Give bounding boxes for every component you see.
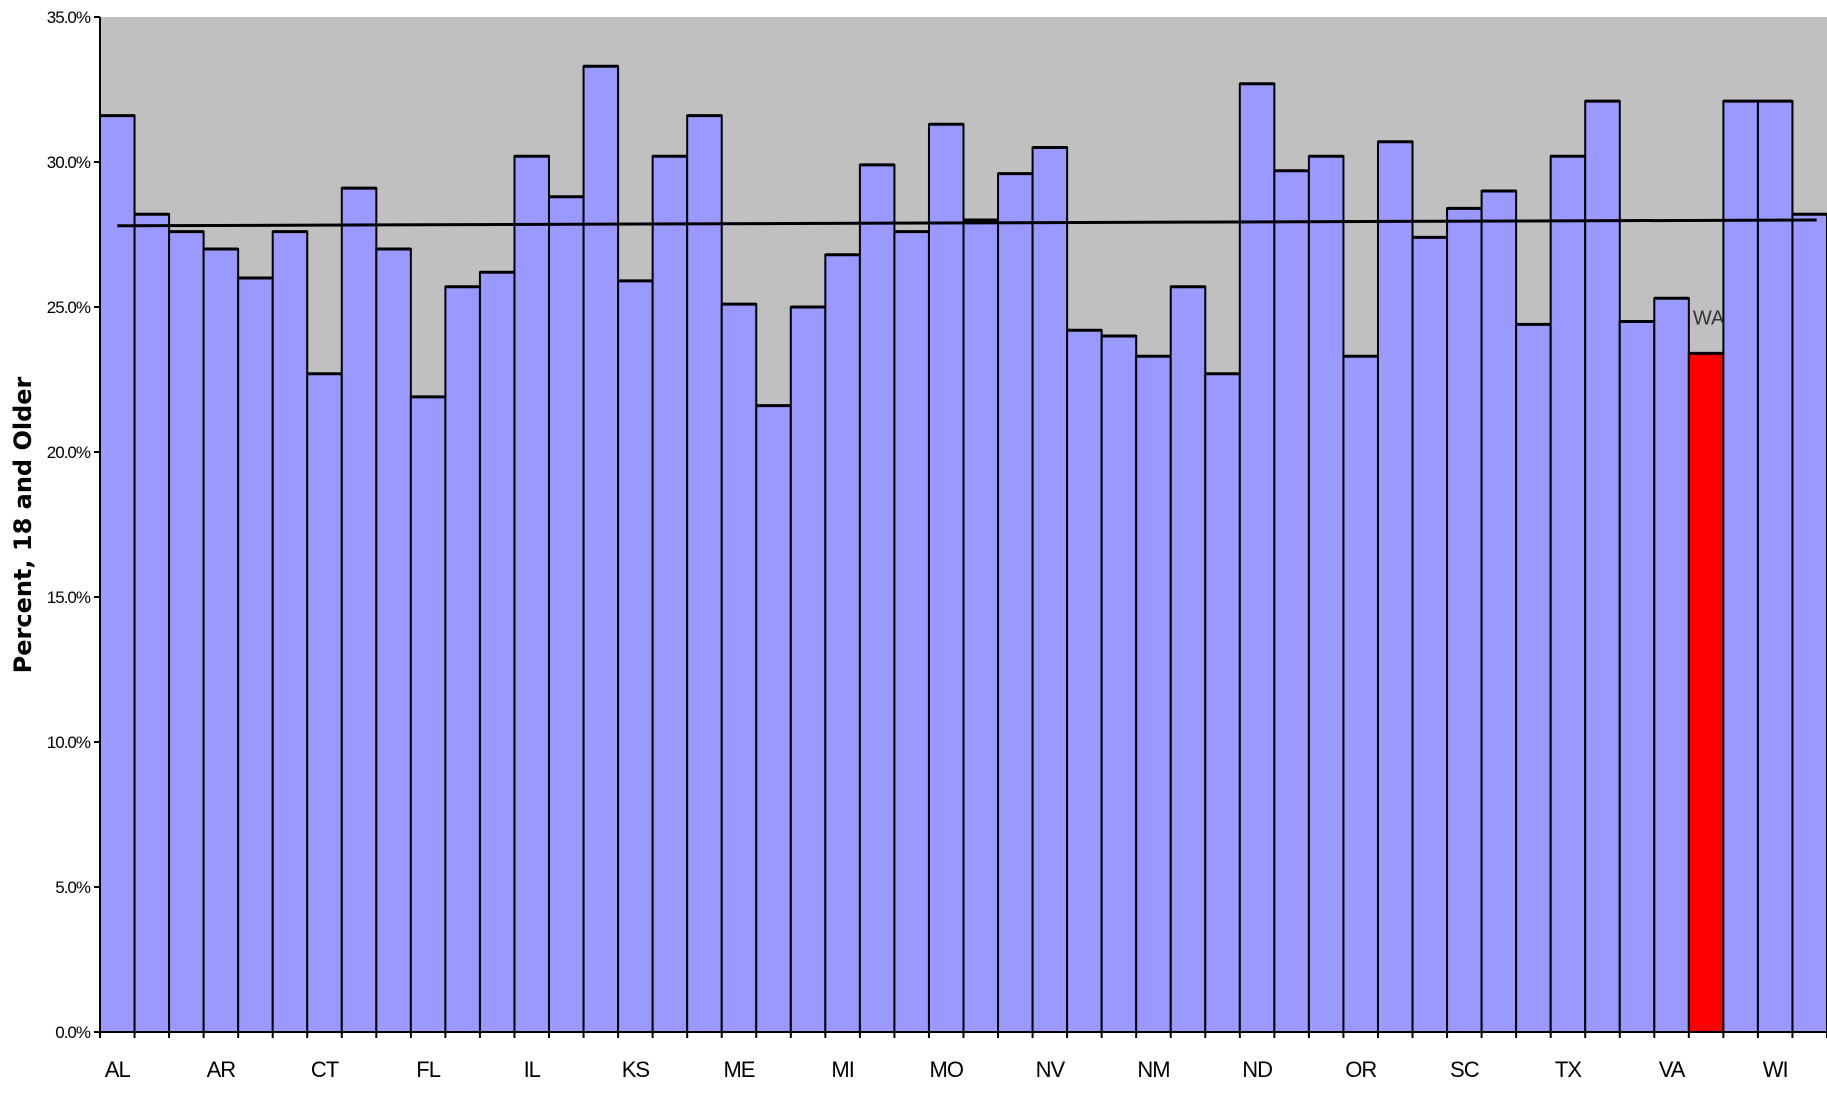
y-tick-label: 5.0%: [55, 878, 91, 897]
x-tick-label: NV: [1036, 1057, 1066, 1082]
x-tick-label: ME: [723, 1057, 754, 1082]
bar: [720, 303, 758, 1034]
x-tick-label: ND: [1242, 1057, 1272, 1082]
bar: [1446, 207, 1483, 1033]
x-tick-label: MI: [831, 1057, 853, 1082]
x-ticks: AL AR CT FL IL KS ME MI MO NV NM ND OR SC TX VA WI: [99, 1032, 1827, 1082]
y-tick-label: 30.0%: [47, 153, 91, 172]
y-tick-label: 35.0%: [47, 8, 91, 27]
bar: [237, 277, 274, 1033]
x-tick-label: FL: [416, 1057, 440, 1082]
y-tick-label: 0.0%: [55, 1023, 91, 1042]
bar: [513, 155, 551, 1033]
bar: [927, 123, 965, 1034]
x-tick-label: NM: [1137, 1057, 1169, 1082]
bar: [1135, 355, 1172, 1033]
y-tick-label: 25.0%: [47, 298, 91, 317]
bar: [1722, 100, 1759, 1034]
bar: [340, 187, 378, 1034]
bars: [99, 64, 1827, 1034]
bar: [1169, 285, 1207, 1033]
bar: [686, 114, 723, 1034]
bar: [478, 271, 516, 1033]
x-tick-label: OR: [1345, 1057, 1376, 1082]
bar: [962, 219, 1000, 1033]
bar: [548, 195, 585, 1034]
bar: [1204, 372, 1241, 1033]
bar: [997, 172, 1034, 1034]
bar: [306, 372, 343, 1033]
bar: [1653, 297, 1690, 1033]
x-tick-label: IL: [524, 1057, 541, 1082]
bar: [1066, 329, 1103, 1033]
trend-line: [117, 218, 1817, 228]
bar: [1549, 155, 1587, 1033]
bar: [755, 404, 792, 1034]
bar: [1584, 100, 1621, 1034]
x-tick-label: SC: [1450, 1057, 1480, 1082]
x-tick-label: WI: [1763, 1057, 1788, 1082]
bar: [1307, 155, 1345, 1033]
x-tick-label: TX: [1555, 1057, 1582, 1082]
x-tick-label: KS: [622, 1057, 650, 1082]
bar: [444, 285, 481, 1033]
highlight-annotation: WA: [1693, 307, 1725, 329]
x-tick-label: AR: [207, 1057, 236, 1082]
bar: [133, 213, 171, 1033]
bar: [375, 248, 412, 1033]
bar: [858, 163, 896, 1033]
bar: [1480, 190, 1518, 1033]
bar: [1791, 213, 1827, 1033]
bar: [582, 65, 620, 1034]
bar: [789, 306, 827, 1033]
bar: [1515, 323, 1552, 1033]
bar: [1376, 140, 1414, 1033]
x-tick-label: AL: [105, 1057, 131, 1082]
bar: [1411, 236, 1449, 1033]
y-ticks: 0.0% 5.0% 10.0% 15.0% 20.0% 25.0% 30.0% 35.0%: [47, 8, 100, 1042]
bar: [168, 230, 205, 1034]
bar: [1756, 100, 1794, 1034]
bar: [1618, 320, 1656, 1033]
y-tick-label: 15.0%: [47, 588, 91, 607]
y-tick-label: 20.0%: [47, 443, 91, 462]
bar: [1031, 146, 1069, 1033]
x-tick-label: CT: [311, 1057, 339, 1082]
x-tick-label: VA: [1659, 1057, 1686, 1082]
bar: [1238, 82, 1276, 1033]
bar: [1100, 335, 1138, 1033]
bar: [409, 395, 447, 1033]
y-tick-label: 10.0%: [47, 733, 91, 752]
bar: [893, 230, 930, 1034]
bar: [617, 279, 654, 1033]
y-axis-label: Percent, 18 and Older: [9, 376, 37, 673]
bar: [99, 114, 136, 1034]
bar-highlight: [1687, 352, 1725, 1033]
bar: [651, 155, 689, 1033]
bar: [1342, 355, 1379, 1033]
bar: [202, 248, 240, 1033]
bar: [824, 253, 861, 1034]
x-tick-label: MO: [930, 1057, 964, 1082]
bar: [271, 230, 309, 1034]
bar: [1273, 169, 1310, 1033]
